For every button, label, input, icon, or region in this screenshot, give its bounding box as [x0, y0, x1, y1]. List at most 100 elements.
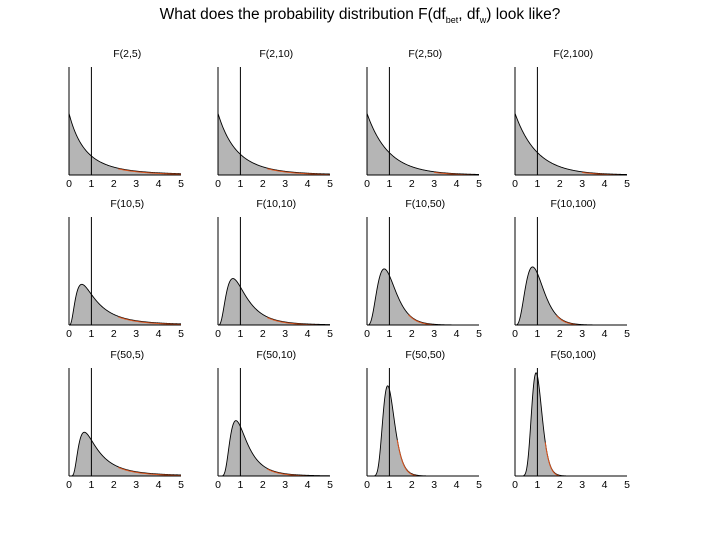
subplot-title: F(10,10): [256, 198, 296, 210]
density-area: [69, 284, 181, 325]
x-tick-label: 5: [476, 479, 482, 491]
x-tick-label: 1: [88, 479, 94, 491]
upper-tail-highlight: [118, 316, 182, 325]
upper-tail-highlight: [544, 442, 627, 477]
x-tick-label: 2: [557, 178, 563, 190]
x-tick-label: 5: [327, 328, 333, 340]
x-tick-label: 1: [237, 178, 243, 190]
subplot-title: F(10,5): [110, 198, 144, 210]
x-tick-label: 2: [409, 479, 415, 491]
subplot-title: F(2,10): [259, 48, 293, 60]
x-tick-label: 0: [215, 328, 221, 340]
subplot-title: F(2,50): [408, 48, 442, 60]
x-tick-label: 3: [133, 328, 139, 340]
x-tick-label: 0: [66, 479, 72, 491]
x-tick-label: 2: [260, 178, 266, 190]
subplot-title: F(2,100): [553, 48, 593, 60]
x-tick-label: 4: [156, 178, 162, 190]
x-tick-label: 5: [624, 178, 630, 190]
upper-tail-highlight: [267, 168, 331, 176]
x-tick-label: 1: [386, 479, 392, 491]
x-tick-label: 5: [178, 178, 184, 190]
subplot-title: F(10,50): [405, 198, 445, 210]
x-tick-label: 0: [66, 328, 72, 340]
subplot-title: F(2,5): [113, 48, 141, 60]
density-curve: [68, 113, 182, 175]
density-area: [218, 420, 330, 476]
x-tick-label: 3: [431, 328, 437, 340]
x-tick-label: 5: [178, 328, 184, 340]
x-tick-label: 3: [431, 178, 437, 190]
density-curve: [366, 113, 479, 175]
density-area: [218, 113, 330, 175]
x-tick-label: 3: [133, 178, 139, 190]
x-tick-label: 0: [215, 479, 221, 491]
upper-tail-highlight: [118, 466, 182, 477]
title-mid: , df: [458, 6, 480, 23]
x-tick-label: 3: [282, 479, 288, 491]
title-subscript-w: w: [479, 15, 487, 26]
x-tick-label: 4: [305, 328, 311, 340]
x-tick-label: 2: [409, 328, 415, 340]
x-tick-label: 2: [260, 328, 266, 340]
x-tick-label: 3: [133, 479, 139, 491]
x-tick-label: 2: [409, 178, 415, 190]
subplot-title: F(50,50): [405, 349, 445, 361]
x-tick-label: 2: [557, 328, 563, 340]
x-tick-label: 5: [178, 479, 184, 491]
x-tick-label: 0: [512, 178, 518, 190]
density-curve: [218, 278, 331, 326]
x-tick-label: 1: [237, 328, 243, 340]
x-tick-label: 5: [327, 479, 333, 491]
x-tick-label: 1: [237, 479, 243, 491]
x-tick-label: 5: [327, 178, 333, 190]
density-area: [367, 113, 479, 175]
x-tick-label: 2: [111, 328, 117, 340]
x-tick-label: 4: [454, 479, 460, 491]
upper-tail-highlight: [396, 439, 479, 477]
x-tick-label: 0: [512, 479, 518, 491]
x-tick-label: 2: [111, 479, 117, 491]
density-area: [515, 266, 627, 325]
density-curve: [514, 113, 627, 175]
x-tick-label: 4: [305, 178, 311, 190]
x-tick-label: 4: [454, 328, 460, 340]
x-tick-label: 1: [534, 328, 540, 340]
x-tick-label: 0: [215, 178, 221, 190]
x-tick-label: 3: [282, 178, 288, 190]
x-tick-label: 1: [386, 328, 392, 340]
x-tick-label: 4: [156, 479, 162, 491]
x-tick-label: 3: [579, 178, 585, 190]
x-tick-label: 1: [88, 178, 94, 190]
x-tick-label: 1: [386, 178, 392, 190]
x-tick-label: 4: [454, 178, 460, 190]
x-tick-label: 5: [476, 328, 482, 340]
density-area: [367, 385, 479, 476]
upper-tail-highlight: [118, 168, 182, 175]
density-area: [515, 113, 627, 175]
subplot-title: F(50,5): [110, 349, 144, 361]
density-curve: [218, 420, 330, 477]
x-tick-label: 5: [624, 479, 630, 491]
x-tick-label: 3: [579, 328, 585, 340]
x-tick-label: 4: [602, 479, 608, 491]
density-area: [367, 268, 479, 325]
x-tick-label: 3: [579, 479, 585, 491]
x-tick-label: 1: [534, 479, 540, 491]
title-suffix: ) look like?: [486, 6, 561, 23]
density-area: [515, 372, 627, 476]
x-tick-label: 4: [156, 328, 162, 340]
x-tick-label: 5: [624, 328, 630, 340]
x-tick-label: 5: [476, 178, 482, 190]
page-title: What does the probability distribution F…: [0, 6, 720, 25]
x-tick-label: 4: [305, 479, 311, 491]
density-area: [69, 432, 181, 476]
x-tick-label: 0: [66, 178, 72, 190]
x-tick-label: 0: [364, 178, 370, 190]
x-tick-label: 1: [534, 178, 540, 190]
subplot-title: F(10,100): [550, 198, 596, 210]
title-subscript-bet: bet: [445, 15, 459, 26]
x-tick-label: 0: [364, 479, 370, 491]
x-tick-label: 2: [111, 178, 117, 190]
